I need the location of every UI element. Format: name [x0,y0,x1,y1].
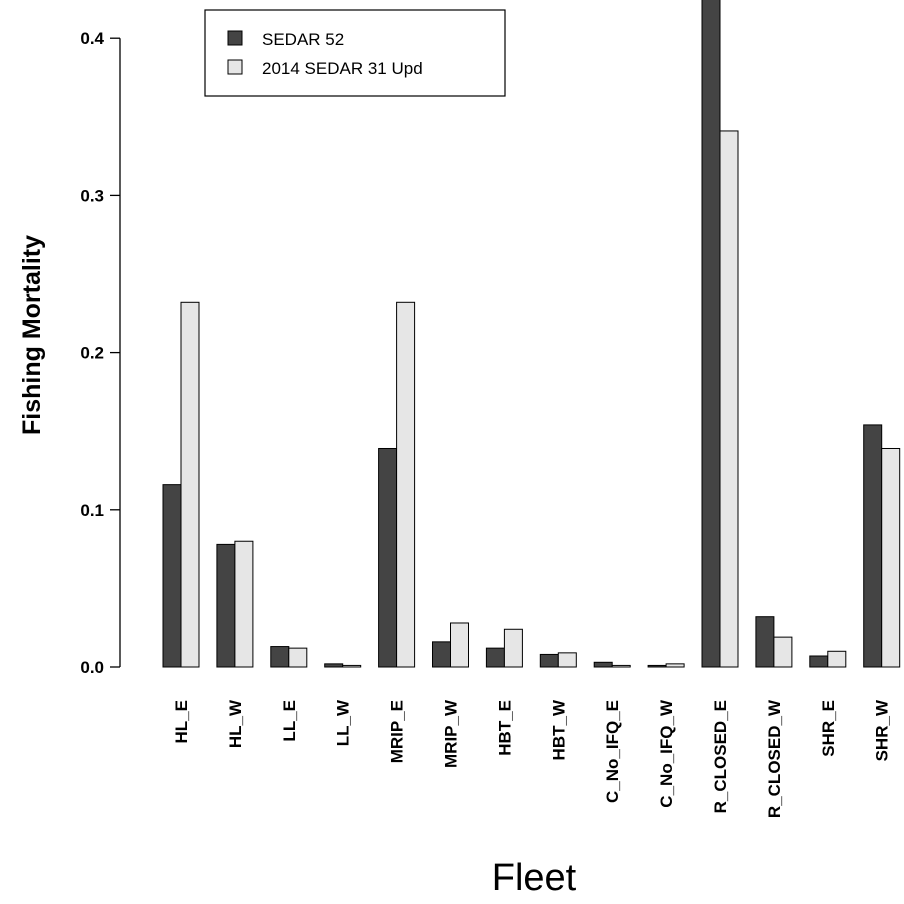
bar-hl-w-series-2 [234,540,254,668]
bar-r-closed-w-series-1 [755,616,775,668]
bar-mrip-w-series-1 [432,641,451,668]
x-axis-title: Fleet [492,857,577,899]
bar-r-closed-e-series-2 [719,130,739,668]
x-tick-label: SHR_W [873,699,892,761]
bar-shr-e-series-2 [827,650,847,668]
bars-group [162,0,901,668]
bar-c-no-ifq-w-series-2 [665,663,685,668]
legend: SEDAR 52 2014 SEDAR 31 Upd [204,9,506,97]
x-tick-label: HBT_W [549,699,568,760]
y-axis: 0.0 0.1 0.2 0.3 0.4 [80,29,121,677]
legend-box [204,9,506,97]
bar-ll-e-series-1 [270,646,290,668]
bar-hl-w-series-1 [216,543,236,668]
bar-r-closed-w-series-2 [773,636,793,668]
bar-ll-w-series-2 [342,664,362,668]
bar-mrip-w-series-2 [450,622,469,668]
y-tick-label: 0.2 [80,344,104,363]
legend-swatch-series-1 [227,30,243,46]
x-tick-label: HBT_E [495,700,514,756]
bar-hl-e-series-2 [180,301,200,668]
y-tick-label: 0.3 [80,186,104,205]
x-tick-label: C_No_IFQ_W [657,699,676,808]
x-tick-label: R_CLOSED_E [711,700,730,813]
bar-mrip-e-series-1 [378,447,398,668]
legend-swatch-series-2 [227,59,243,75]
y-tick-label: 0.4 [80,29,104,48]
x-tick-label: LL_E [280,700,299,742]
bar-ll-w-series-1 [324,663,344,668]
bar-r-closed-e-series-1 [701,0,721,668]
y-tick-label: 0.0 [80,658,104,677]
legend-label-series-2: 2014 SEDAR 31 Upd [262,59,423,78]
x-tick-label: LL_W [334,699,353,746]
bar-c-no-ifq-e-series-1 [593,661,613,668]
y-tick-label: 0.1 [80,501,104,520]
bar-hbt-w-series-1 [539,653,559,668]
bar-shr-w-series-2 [881,447,901,668]
bar-hbt-w-series-2 [557,652,577,668]
x-tick-label: HL_E [172,700,191,743]
x-tick-label: C_No_IFQ_E [603,700,622,803]
bar-ll-e-series-2 [288,647,308,668]
y-axis-title: Fishing Mortality [18,235,46,435]
legend-label-series-1: SEDAR 52 [262,30,344,49]
x-tick-label: R_CLOSED_W [765,699,784,818]
bar-hl-e-series-1 [162,484,182,668]
x-tick-label: MRIP_E [388,700,407,763]
x-axis-labels: HL_E HL_W LL_E LL_W MRIP_E MRIP_W HBT_E HBT_W C_… [172,699,892,818]
x-tick-label: HL_W [226,699,245,748]
bar-shr-w-series-1 [863,424,883,668]
bar-hbt-e-series-2 [503,628,523,668]
bar-c-no-ifq-e-series-2 [611,664,631,668]
bar-mrip-e-series-2 [396,301,416,668]
bar-c-no-ifq-w-series-1 [647,664,667,668]
x-tick-label: SHR_E [819,700,838,757]
bar-hbt-e-series-1 [485,647,505,668]
bar-shr-e-series-1 [809,655,829,668]
x-tick-label: MRIP_W [442,699,461,768]
